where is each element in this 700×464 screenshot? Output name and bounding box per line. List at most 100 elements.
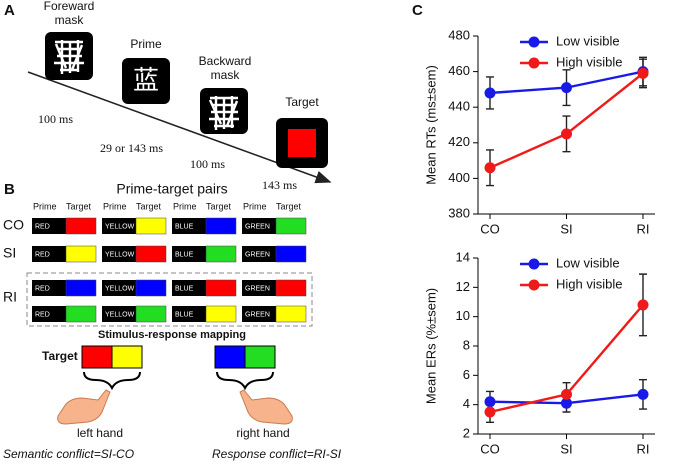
y-tick-label: 400 <box>448 170 470 185</box>
formula: Response conflict=RI-SI <box>212 447 342 461</box>
stage-label: Target <box>285 95 319 109</box>
mapping-title: Stimulus-response mapping <box>98 329 246 341</box>
x-tick-label: CO <box>480 221 500 236</box>
y-tick-label: 440 <box>448 99 470 114</box>
prime-box <box>102 246 136 262</box>
mapping-swatch <box>244 345 276 369</box>
target-swatch <box>135 245 167 263</box>
prime-box <box>242 280 276 296</box>
data-point <box>561 128 572 140</box>
target-swatch <box>205 245 237 263</box>
target-swatch <box>275 245 307 263</box>
y-tick-label: 480 <box>448 27 470 42</box>
column-header: Target <box>276 201 302 211</box>
target-swatch <box>275 217 307 235</box>
legend-label: Low visible <box>556 33 620 48</box>
mapping-swatch <box>81 345 113 369</box>
prime-word: BLUE <box>175 285 194 292</box>
prime-word: YELLOW <box>105 223 135 230</box>
column-header: Prime <box>103 201 127 211</box>
mapping-swatch <box>111 345 143 369</box>
data-point <box>637 67 649 79</box>
y-tick-label: 14 <box>456 249 470 264</box>
prime-box <box>172 280 206 296</box>
column-header: Target <box>136 201 162 211</box>
legend-label: High visible <box>556 54 622 69</box>
target-swatch <box>205 217 237 235</box>
braces <box>83 371 274 391</box>
prime-word: YELLOW <box>105 251 135 258</box>
row-label: RI <box>3 289 17 305</box>
y-tick-label: 460 <box>448 63 470 78</box>
duration: 29 or 143 ms <box>100 141 163 155</box>
mapping-squares <box>81 345 276 369</box>
stage-label: Backward <box>199 54 252 68</box>
legend-dot <box>528 36 540 48</box>
target-swatch <box>135 279 167 297</box>
stage-label: Foreward <box>44 0 95 13</box>
prime-box <box>122 58 170 104</box>
legend-dot <box>528 258 540 270</box>
prime-word: GREEN <box>245 285 270 292</box>
ri-frame <box>26 272 313 327</box>
y-axis-label: Mean RTs (ms±sem) <box>423 65 438 185</box>
target-label: Target <box>42 349 78 363</box>
target-swatch <box>275 279 307 297</box>
prime-box <box>242 218 276 234</box>
prime-word: RED <box>35 285 50 292</box>
x-tick-label: RI <box>637 221 650 236</box>
mask-glyph <box>208 96 239 130</box>
row-label: SI <box>3 245 16 261</box>
hand-icons <box>57 389 293 425</box>
y-tick-label: 420 <box>448 134 470 149</box>
hand-label: left hand <box>77 426 123 440</box>
y-axis-label: Mean ERs (%±sem) <box>423 288 438 404</box>
target-swatch <box>65 279 97 297</box>
prime-word: BLUE <box>175 311 194 318</box>
x-tick-label: SI <box>560 221 572 236</box>
hand-label: right hand <box>236 426 289 440</box>
data-point <box>561 388 572 400</box>
data-point <box>637 299 649 311</box>
prime-box <box>242 246 276 262</box>
column-header: Prime <box>33 201 57 211</box>
prime-box <box>102 218 136 234</box>
prime-word: BLUE <box>175 223 194 230</box>
prime-word: RED <box>35 223 50 230</box>
prime-word: YELLOW <box>105 285 135 292</box>
prime-box <box>32 246 66 262</box>
prime-box <box>172 218 206 234</box>
prime-word: RED <box>35 251 50 258</box>
prime-box <box>102 306 136 322</box>
target-swatch <box>65 305 97 323</box>
prime-box <box>32 218 66 234</box>
column-header: Target <box>206 201 232 211</box>
legend-label: Low visible <box>556 255 620 270</box>
prime-box <box>172 246 206 262</box>
prime-word: YELLOW <box>105 311 135 318</box>
legend-label: High visible <box>556 276 622 291</box>
data-point <box>561 82 572 94</box>
target-swatch <box>275 305 307 323</box>
x-tick-label: RI <box>637 441 650 456</box>
column-header: Target <box>66 201 92 211</box>
prime-word: BLUE <box>175 251 194 258</box>
data-point <box>484 406 496 418</box>
data-point <box>484 87 496 99</box>
y-tick-label: 6 <box>463 367 470 382</box>
prime-word: GREEN <box>245 251 270 258</box>
stage-label: Prime <box>130 37 162 51</box>
panel-letter: B <box>4 181 15 198</box>
prime-box <box>32 306 66 322</box>
prime-glyph: 蓝 <box>133 65 159 95</box>
prime-word: GREEN <box>245 223 270 230</box>
target-swatch <box>65 217 97 235</box>
mapping-swatch <box>214 345 246 369</box>
panel-letter: C <box>412 2 423 19</box>
y-tick-label: 380 <box>448 205 470 220</box>
target-swatch <box>135 305 167 323</box>
data-point <box>637 388 649 400</box>
target-swatch <box>135 217 167 235</box>
y-tick-label: 2 <box>463 425 470 440</box>
